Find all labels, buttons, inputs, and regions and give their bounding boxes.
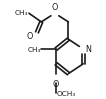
Text: O: O [52, 3, 58, 12]
Text: CH₃: CH₃ [27, 47, 41, 53]
Text: N: N [85, 45, 91, 53]
Text: O: O [27, 32, 33, 41]
Text: CH₃: CH₃ [15, 10, 28, 16]
Text: O: O [53, 80, 59, 89]
Text: OCH₃: OCH₃ [57, 91, 76, 97]
